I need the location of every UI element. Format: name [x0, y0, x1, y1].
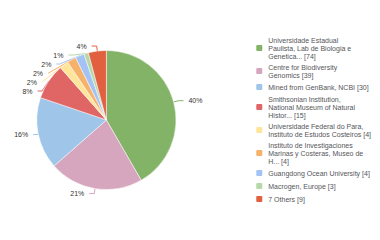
svg-text:21%: 21%: [70, 190, 84, 197]
svg-text:16%: 16%: [14, 131, 28, 138]
svg-text:Instituto de Investigaciones: Instituto de Investigaciones: [268, 142, 353, 150]
svg-text:Universidade Federal do Para,: Universidade Federal do Para,: [268, 123, 363, 130]
svg-text:Mined from GenBank, NCBI [30]: Mined from GenBank, NCBI [30]: [268, 84, 368, 92]
svg-text:Histor... [15]: Histor... [15]: [268, 112, 305, 120]
svg-text:Genetica... [74]: Genetica... [74]: [268, 53, 316, 61]
svg-text:Genomics [39]: Genomics [39]: [268, 72, 313, 80]
svg-text:Centre for Biodiversity: Centre for Biodiversity: [268, 64, 337, 72]
svg-text:2%: 2%: [33, 70, 43, 77]
svg-text:2%: 2%: [27, 79, 37, 86]
svg-text:Universidade Estadual: Universidade Estadual: [268, 37, 338, 44]
svg-text:7 Others [9]: 7 Others [9]: [268, 196, 305, 204]
svg-text:Marinas y Costeras, Museo de: Marinas y Costeras, Museo de: [268, 150, 363, 158]
svg-text:Smithsonian Institution,: Smithsonian Institution,: [268, 96, 340, 103]
svg-text:Instituto de Estudos Costeiros: Instituto de Estudos Costeiros [4]: [268, 131, 371, 139]
svg-text:H... [4]: H... [4]: [268, 158, 289, 166]
svg-text:2%: 2%: [41, 61, 51, 68]
svg-text:1%: 1%: [53, 52, 63, 59]
svg-text:Paulista, Lab de Biologia e: Paulista, Lab de Biologia e: [268, 45, 351, 53]
svg-text:National Museum of Natural: National Museum of Natural: [268, 104, 355, 111]
svg-text:Macrogen, Europe [3]: Macrogen, Europe [3]: [268, 183, 335, 191]
svg-text:Guangdong Ocean University [4]: Guangdong Ocean University [4]: [268, 170, 370, 178]
svg-text:40%: 40%: [188, 97, 202, 104]
svg-text:4%: 4%: [77, 43, 87, 50]
svg-text:8%: 8%: [22, 88, 32, 95]
